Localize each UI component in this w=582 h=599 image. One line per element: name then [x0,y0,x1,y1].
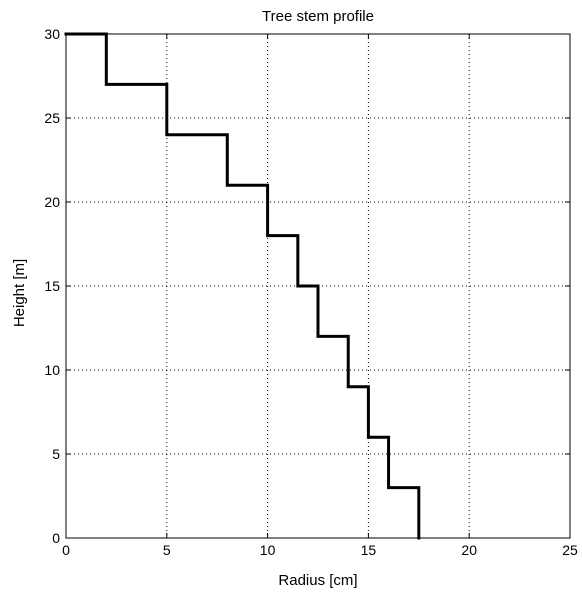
y-tick-label: 10 [44,362,60,378]
x-tick-label: 15 [361,542,377,558]
stem-profile-line [64,32,421,540]
x-tick-label: 0 [62,542,70,558]
y-tick-label: 30 [44,26,60,42]
axes-layer [65,33,571,539]
x-tick-label: 25 [562,542,578,558]
y-tick-label: 15 [44,278,60,294]
x-tick-label: 20 [461,542,477,558]
y-tick-label: 25 [44,110,60,126]
ticks-layer: 0 5 10 15 20 25 0 5 10 15 20 25 30 [44,26,578,558]
y-tick-label: 0 [52,530,60,546]
x-tick-label: 5 [163,542,171,558]
x-axis-label: Radius [cm] [278,572,357,589]
chart-title: Tree stem profile [262,8,374,25]
y-tick-label: 5 [52,446,60,462]
series-layer [64,32,421,540]
y-axis-label: Height [m] [11,259,28,327]
x-tick-label: 10 [260,542,276,558]
y-tick-label: 20 [44,194,60,210]
grid-layer [66,34,570,538]
